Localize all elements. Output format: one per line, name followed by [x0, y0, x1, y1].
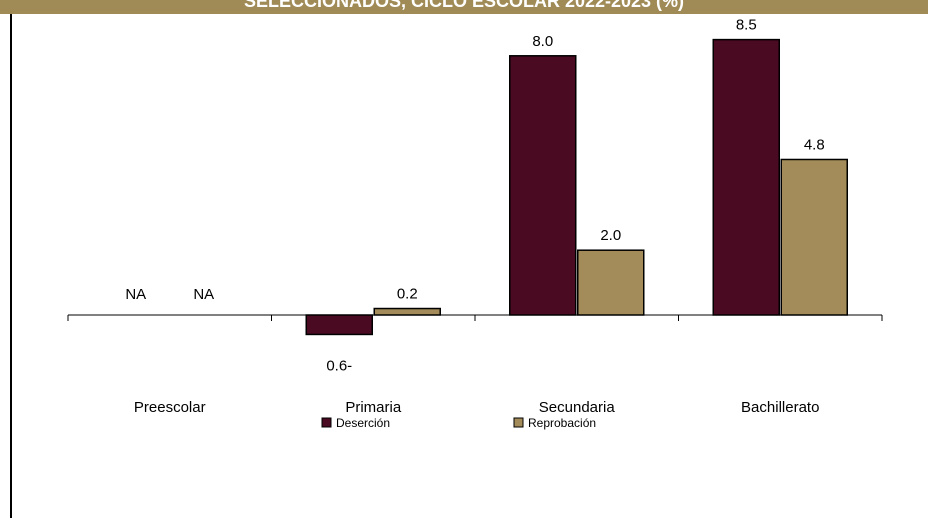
bar-desercion: [712, 38, 780, 316]
legend-desercion-swatch: [321, 417, 332, 428]
category-label-primaria: Primaria: [345, 399, 401, 416]
legend-reprobacion-label: Reprobación: [528, 416, 596, 430]
category-label-secundaria: Secundaria: [539, 399, 616, 416]
data-label-desercion: 0.6-: [326, 357, 352, 374]
data-label-desercion: 8.5: [736, 17, 757, 34]
data-label-reprobacion: 0.2: [397, 286, 418, 303]
data-label-reprobacion: 4.8: [804, 136, 825, 153]
bar-reprobacion: [577, 249, 645, 316]
legend-desercion-label: Deserción: [336, 416, 390, 430]
category-label-preescolar: Preescolar: [134, 399, 206, 416]
data-label-desercion: NA: [125, 286, 146, 303]
legend-reprobacion-swatch: [513, 417, 524, 428]
category-label-bachillerato: Bachillerato: [741, 399, 819, 416]
data-label-desercion: 8.0: [532, 33, 553, 50]
bar-desercion: [509, 55, 577, 316]
bar-desercion: [305, 314, 373, 336]
left-border: [10, 14, 12, 518]
data-label-reprobacion: 2.0: [600, 227, 621, 244]
data-label-reprobacion: NA: [193, 286, 214, 303]
bar-reprobacion: [373, 307, 441, 316]
title-bar: SELECCIONADOS, CICLO ESCOLAR 2022-2023 (…: [0, 0, 928, 14]
bar-reprobacion: [780, 158, 848, 316]
chart-title: SELECCIONADOS, CICLO ESCOLAR 2022-2023 (…: [243, 0, 685, 11]
